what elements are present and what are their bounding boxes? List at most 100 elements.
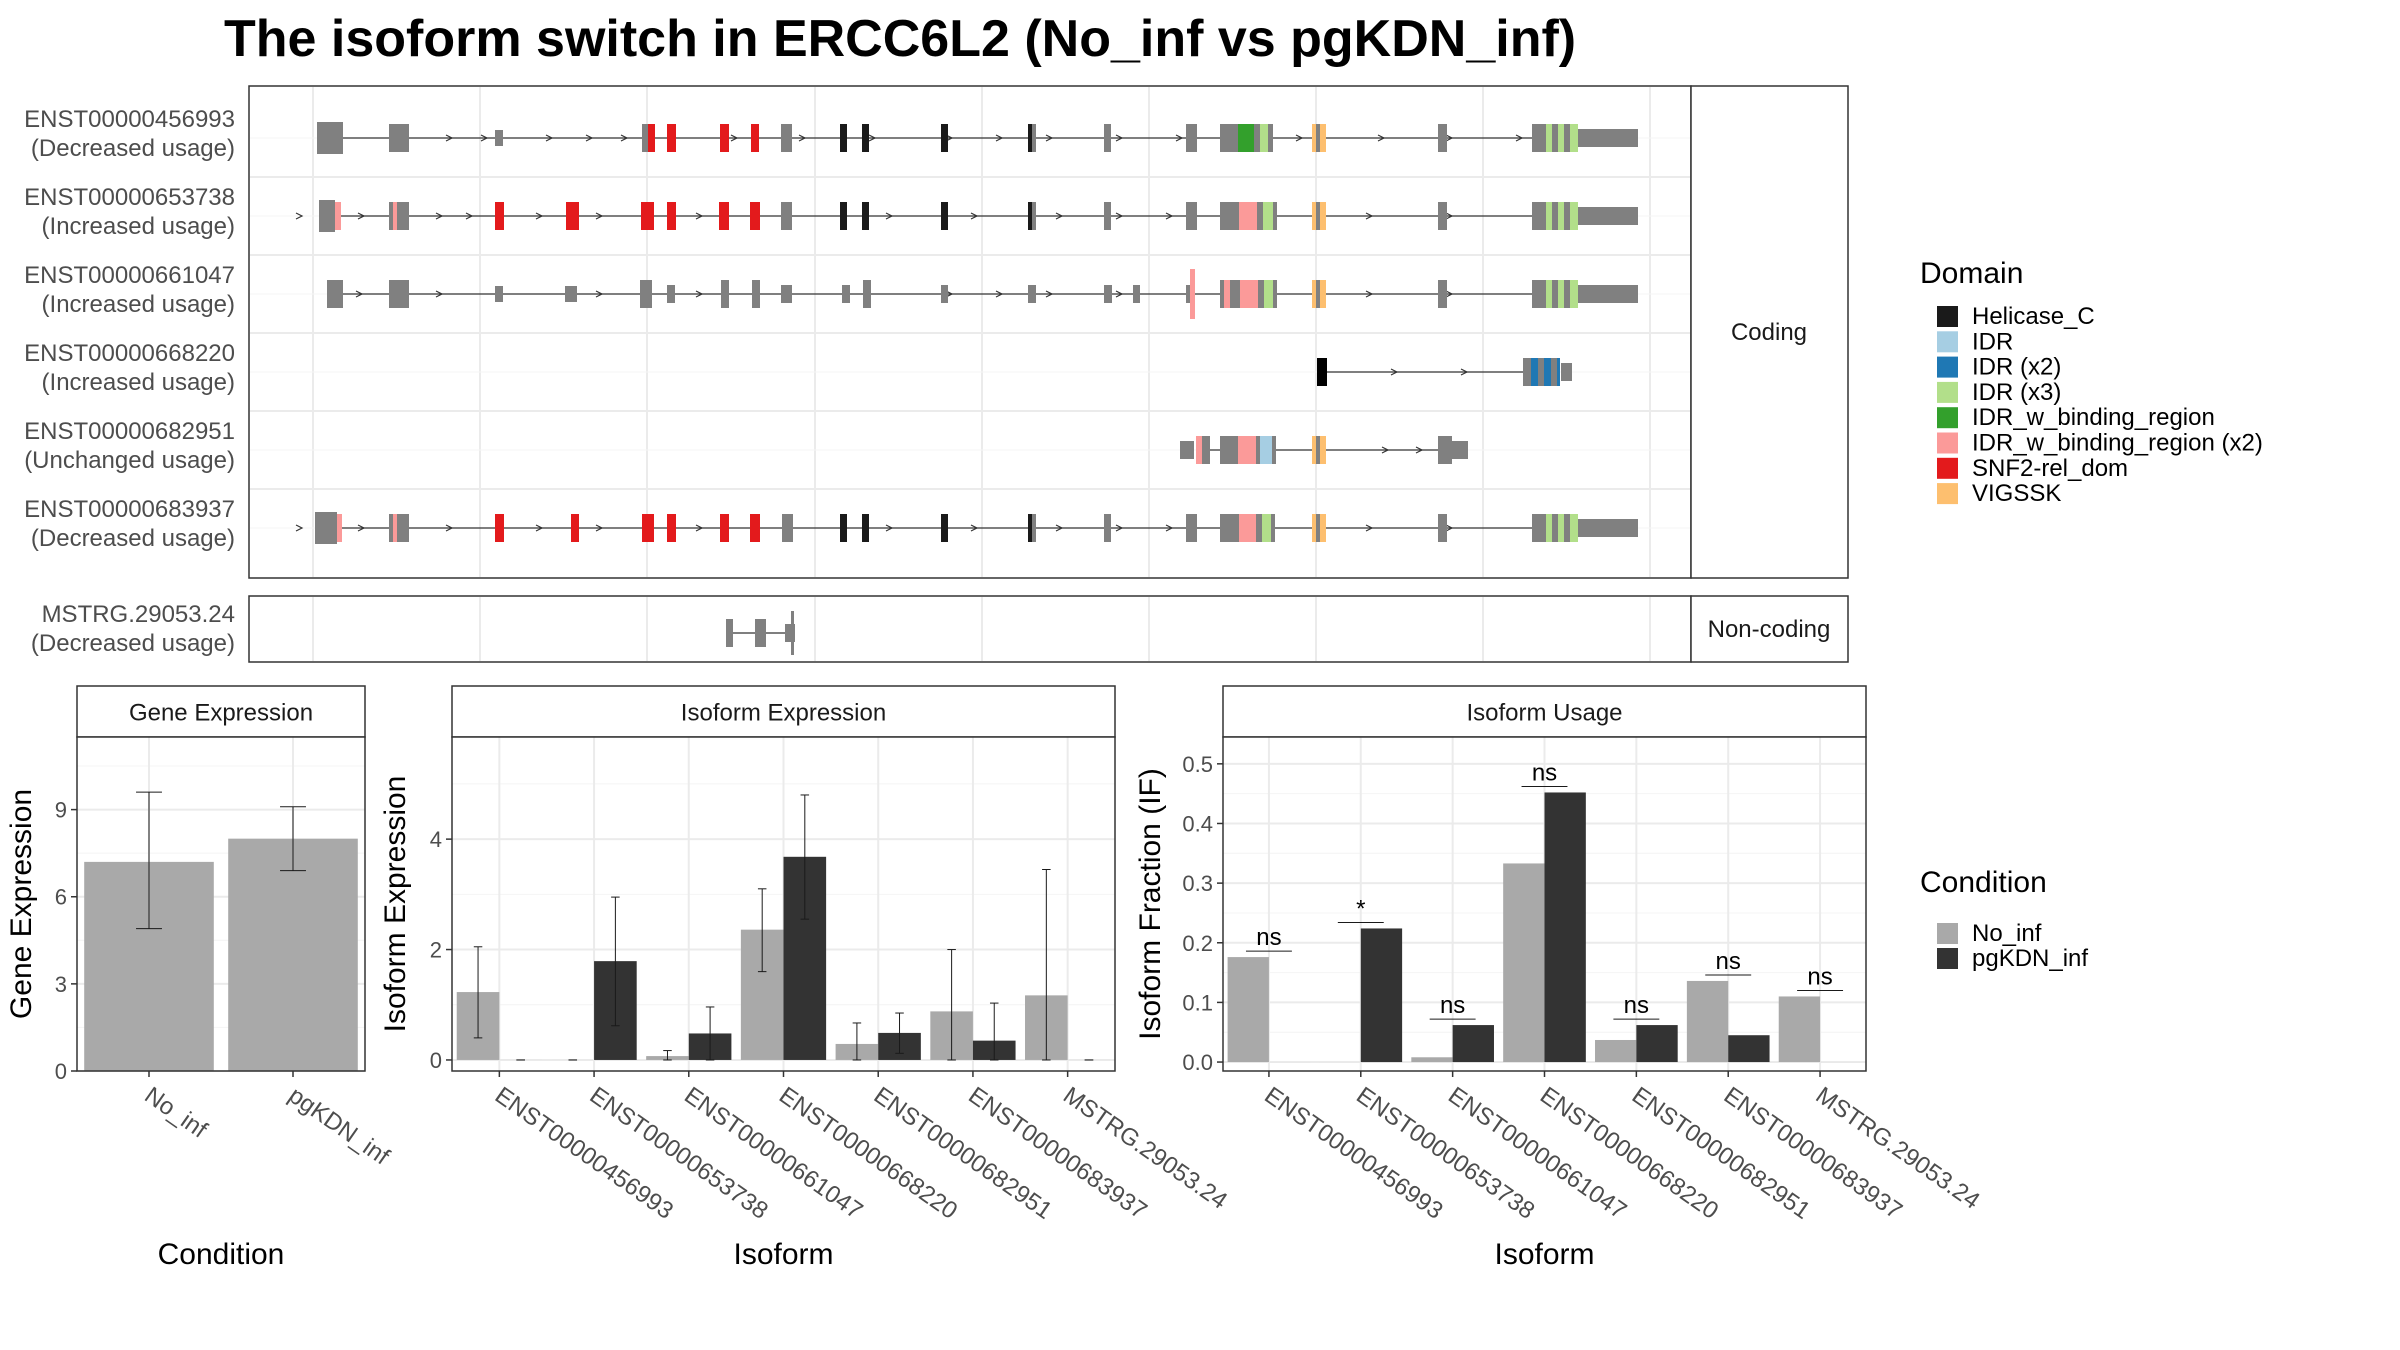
- track-labels: ENST00000456993(Decreased usage)ENST0000…: [24, 106, 235, 657]
- figure-title: The isoform switch in ERCC6L2 (No_inf vs…: [224, 10, 1576, 68]
- exon-segment: [571, 514, 579, 542]
- exon-segment: [1190, 269, 1195, 319]
- exon-segment: [1028, 514, 1032, 542]
- domain-legend-swatch: [1937, 483, 1958, 505]
- exon-segment: [641, 202, 654, 230]
- exon-segment: [335, 202, 341, 230]
- strand-arrow: [1165, 524, 1174, 532]
- x-axis-title: Condition: [158, 1238, 285, 1271]
- exon-segment: [840, 514, 847, 542]
- strand-arrow: [1445, 134, 1454, 142]
- strand-arrow: [1381, 446, 1390, 454]
- exon-segment: [1186, 285, 1193, 303]
- significance-label: *: [1356, 895, 1365, 922]
- coding-tracks: [295, 122, 1638, 544]
- exon-segment: [1260, 124, 1268, 152]
- exon-segment: [1238, 436, 1256, 464]
- exon-segment: [1186, 514, 1197, 542]
- exon-segment: [1316, 514, 1320, 542]
- exon-segment: [1532, 124, 1546, 152]
- strand-arrow: [357, 212, 366, 220]
- exon-segment: [1312, 514, 1316, 542]
- y-tick-label: 4: [430, 827, 442, 852]
- exon-segment: [667, 202, 676, 230]
- exon-segment: [842, 285, 850, 303]
- exon-segment: [1316, 202, 1320, 230]
- exon-segment: [1271, 514, 1275, 542]
- exon-segment: [1272, 436, 1276, 464]
- exon-segment: [315, 512, 337, 544]
- domain-legend-label: IDR: [1972, 328, 2013, 355]
- exon-segment: [1552, 202, 1558, 230]
- exon-segment: [1256, 514, 1262, 542]
- exon-segment: [1263, 202, 1273, 230]
- exon-segment: [642, 124, 648, 152]
- strand-arrow: [1365, 524, 1374, 532]
- noncoding-strip-label: Non-coding: [1708, 616, 1831, 643]
- track-label-status: (Increased usage): [42, 213, 235, 240]
- exon-segment: [1230, 280, 1240, 308]
- exon-segment: [781, 202, 792, 230]
- exon-segment: [1220, 202, 1239, 230]
- exon-segment: [1316, 124, 1320, 152]
- exon-segment: [719, 202, 729, 230]
- exon-segment: [863, 280, 871, 308]
- x-axis-title: Isoform: [733, 1238, 833, 1271]
- strand-arrow: [1115, 212, 1124, 220]
- gene-expression-panel: Gene Expression 0 3 6 9 No_inf pgKDN_inf Condit…: [5, 685, 394, 1271]
- exon-segment: [781, 124, 792, 152]
- exon-segment: [1438, 436, 1452, 464]
- significance-label: ns: [1532, 759, 1557, 786]
- exon-segment: [1104, 514, 1111, 542]
- exon-segment: [1133, 285, 1140, 303]
- exon-segment: [1538, 358, 1544, 386]
- exon-segment: [1312, 436, 1316, 464]
- track-ENST00000456993: [317, 122, 1638, 154]
- exon-segment: [1570, 202, 1578, 230]
- strand-arrow: [1377, 134, 1386, 142]
- strand-arrow: [868, 134, 877, 142]
- panel-strip-label: Gene Expression: [129, 700, 313, 727]
- strand-arrow: [1055, 212, 1064, 220]
- bar: [1636, 1025, 1678, 1063]
- y-axis-title: Isoform Fraction (IF): [1134, 768, 1167, 1040]
- exon-segment: [1202, 436, 1210, 464]
- exon-segment: [1180, 441, 1194, 459]
- exon-segment: [726, 619, 733, 647]
- exon-segment: [1320, 124, 1326, 152]
- exon-segment: [1558, 514, 1564, 542]
- exon-segment: [1570, 124, 1578, 152]
- strand-arrow: [620, 134, 629, 142]
- domain-legend-label: IDR_w_binding_region (x2): [1972, 430, 2263, 457]
- strand-arrow: [1515, 134, 1524, 142]
- exon-segment: [389, 280, 409, 308]
- domain-legend-swatch: [1937, 457, 1958, 479]
- track-label-id: MSTRG.29053.24: [42, 601, 235, 628]
- panel-strip-label: Isoform Usage: [1466, 700, 1622, 727]
- y-tick-label: 0.1: [1182, 990, 1213, 1015]
- exon-segment: [1312, 280, 1316, 308]
- track-label-status: (Increased usage): [42, 291, 235, 318]
- strand-arrow: [1460, 368, 1469, 376]
- track-label-status: (Decreased usage): [31, 630, 235, 657]
- domain-legend-swatch: [1937, 331, 1958, 353]
- exon-segment: [1256, 436, 1260, 464]
- exon-segment: [1452, 441, 1468, 459]
- exon-segment: [1104, 124, 1111, 152]
- exon-segment: [840, 202, 847, 230]
- strand-arrow: [1415, 446, 1424, 454]
- exon-segment: [1316, 436, 1320, 464]
- strand-arrow: [695, 524, 704, 532]
- exon-segment: [1531, 358, 1538, 386]
- y-tick-label: 0.2: [1182, 931, 1213, 956]
- exon-segment: [1254, 124, 1260, 152]
- exon-segment: [1320, 514, 1326, 542]
- exon-segment: [1312, 124, 1316, 152]
- exon-segment: [1438, 280, 1447, 308]
- exon-segment: [1257, 202, 1263, 230]
- exon-segment: [667, 124, 676, 152]
- significance-label: ns: [1440, 992, 1465, 1019]
- exon-segment: [1262, 514, 1271, 542]
- exon-segment: [1104, 202, 1111, 230]
